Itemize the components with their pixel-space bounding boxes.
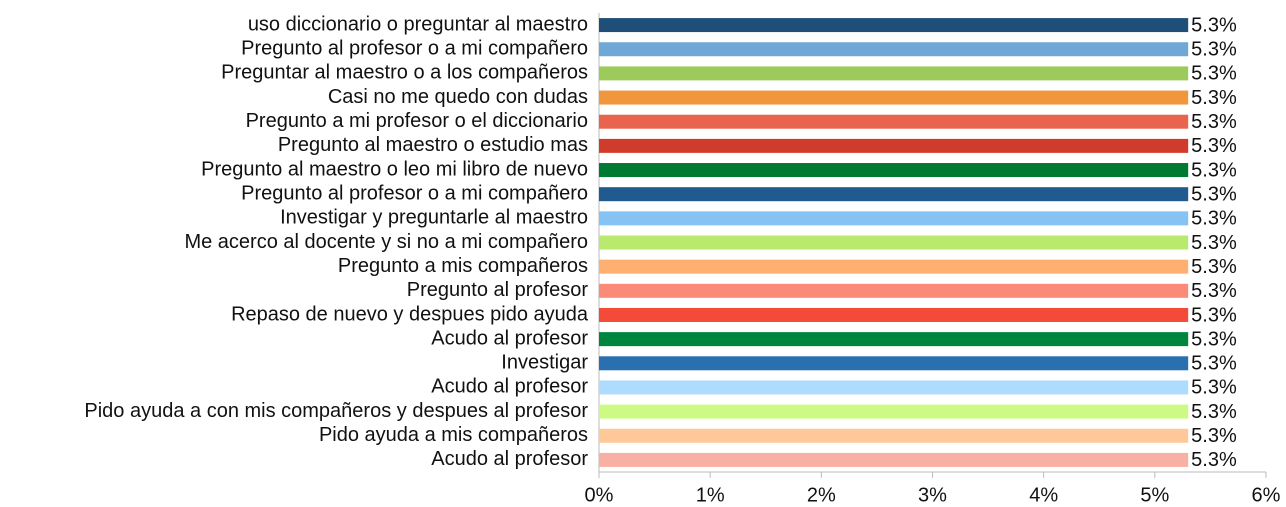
- y-tick-label: Preguntar al maestro o a los compañeros: [221, 62, 588, 84]
- bar: [599, 380, 1189, 395]
- y-tick-label: Pregunto a mis compañeros: [338, 255, 588, 277]
- bar: [599, 235, 1189, 250]
- value-label: 5.3%: [1191, 353, 1237, 375]
- y-tick-label: Acudo al profesor: [431, 327, 588, 349]
- bar: [599, 428, 1189, 443]
- bar: [599, 90, 1189, 105]
- x-tick-label: 4%: [1029, 484, 1058, 506]
- bar: [599, 66, 1189, 81]
- bar: [599, 356, 1189, 371]
- y-tick-label: Pregunto al profesor o a mi compañero: [241, 38, 588, 60]
- y-tick-label: Pido ayuda a con mis compañeros y despue…: [84, 400, 588, 422]
- value-label: 5.3%: [1191, 159, 1237, 181]
- value-label: 5.3%: [1191, 232, 1237, 254]
- bar: [599, 18, 1189, 33]
- y-tick-label: Casi no me quedo con dudas: [328, 86, 588, 108]
- x-tick-label: 3%: [918, 484, 947, 506]
- bar: [599, 211, 1189, 226]
- value-label: 5.3%: [1191, 183, 1237, 205]
- bar: [599, 404, 1189, 419]
- value-label: 5.3%: [1191, 135, 1237, 157]
- value-label: 5.3%: [1191, 63, 1237, 85]
- y-tick-label: Investigar: [501, 352, 588, 374]
- value-label: 5.3%: [1191, 401, 1237, 423]
- y-tick-label: uso diccionario o preguntar al maestro: [248, 13, 588, 35]
- bar: [599, 307, 1189, 322]
- value-label: 5.3%: [1191, 377, 1237, 399]
- x-tick-label: 2%: [807, 484, 836, 506]
- y-tick-label: Pregunto a mi profesor o el diccionario: [246, 110, 588, 132]
- value-label: 5.3%: [1191, 14, 1237, 36]
- y-tick-label: Pregunto al maestro o estudio mas: [278, 134, 588, 156]
- y-tick-label: Repaso de nuevo y despues pido ayuda: [231, 303, 589, 325]
- y-tick-label: Pido ayuda a mis compañeros: [319, 424, 588, 446]
- value-label: 5.3%: [1191, 39, 1237, 61]
- x-tick-label: 5%: [1140, 484, 1169, 506]
- y-tick-label: Acudo al profesor: [431, 376, 588, 398]
- y-tick-label: Pregunto al profesor o a mi compañero: [241, 182, 588, 204]
- y-tick-label: Pregunto al profesor: [407, 279, 589, 301]
- bar: [599, 332, 1189, 347]
- bar: [599, 452, 1189, 467]
- bar: [599, 259, 1189, 274]
- x-tick-label: 1%: [696, 484, 725, 506]
- x-tick-label: 0%: [585, 484, 614, 506]
- bar: [599, 42, 1189, 57]
- value-label: 5.3%: [1191, 87, 1237, 109]
- bar: [599, 138, 1189, 153]
- value-label: 5.3%: [1191, 280, 1237, 302]
- value-label: 5.3%: [1191, 111, 1237, 133]
- y-tick-label: Acudo al profesor: [431, 448, 588, 470]
- value-label: 5.3%: [1191, 208, 1237, 230]
- value-label: 5.3%: [1191, 328, 1237, 350]
- bar: [599, 283, 1189, 298]
- bar: [599, 187, 1189, 202]
- y-tick-label: Me acerco al docente y si no a mi compañ…: [184, 231, 588, 253]
- x-tick-label: 6%: [1252, 484, 1281, 506]
- value-label: 5.3%: [1191, 425, 1237, 447]
- bar: [599, 114, 1189, 129]
- y-tick-label: Investigar y preguntarle al maestro: [280, 207, 588, 229]
- value-label: 5.3%: [1191, 449, 1237, 471]
- value-label: 5.3%: [1191, 304, 1237, 326]
- value-label: 5.3%: [1191, 256, 1237, 278]
- y-tick-label: Pregunto al maestro o leo mi libro de nu…: [201, 158, 588, 180]
- bar: [599, 163, 1189, 178]
